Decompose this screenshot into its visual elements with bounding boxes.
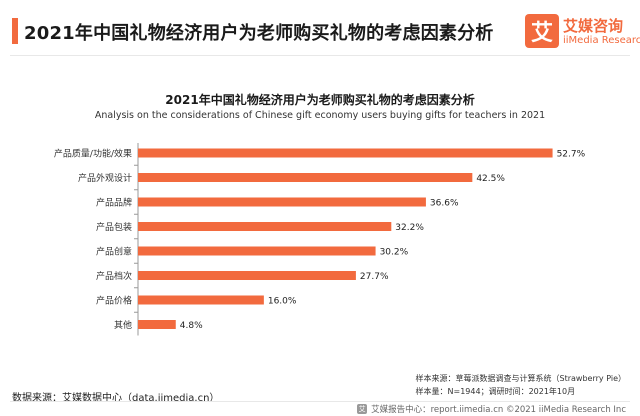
- bar: [138, 222, 392, 231]
- footer-logo-icon: 艾: [357, 404, 368, 414]
- value-label: 30.2%: [380, 248, 409, 258]
- page-title: 2021年中国礼物经济用户为老师购买礼物的考虑因素分析: [24, 23, 494, 44]
- title-accent-bar: [12, 18, 18, 44]
- value-label: 52.7%: [557, 150, 586, 160]
- category-label: 产品档次: [96, 270, 132, 282]
- header: 2021年中国礼物经济用户为老师购买礼物的考虑因素分析 艾 艾媒咨询 iiMed…: [0, 0, 640, 56]
- value-label: 27.7%: [360, 272, 389, 282]
- value-label: 16.0%: [268, 297, 297, 307]
- value-label: 36.6%: [430, 199, 459, 209]
- bar: [138, 197, 426, 207]
- category-label: 产品包装: [96, 221, 132, 233]
- value-label: 42.5%: [476, 174, 505, 184]
- sample-source: 样本来源：草莓派数据调查与计算系统（Strawberry Pie）: [415, 374, 626, 383]
- bar: [138, 320, 176, 329]
- sample-info: 样本来源：草莓派数据调查与计算系统（Strawberry Pie） 样本量：N=…: [416, 372, 626, 398]
- iimedia-logo: 艾 艾媒咨询 iiMedia Research: [525, 14, 640, 50]
- copyright-text: 艾媒报告中心：report.iimedia.cn ©2021 iiMedia R…: [371, 405, 626, 415]
- category-label: 产品外观设计: [78, 172, 132, 184]
- value-label: 32.2%: [395, 223, 424, 233]
- category-label: 产品质量/功能/效果: [54, 148, 132, 160]
- value-label: 4.8%: [180, 321, 203, 331]
- category-label: 其他: [114, 319, 132, 331]
- bar: [138, 246, 376, 256]
- category-label: 产品价格: [96, 295, 132, 307]
- logo-mark-icon: 艾: [525, 14, 559, 48]
- bar: [138, 271, 356, 280]
- sample-size: 样本量：N=1944；调研时间：2021年10月: [415, 387, 576, 396]
- chart-subtitle: Analysis on the considerations of Chines…: [94, 110, 546, 121]
- bar: [138, 295, 264, 305]
- copyright-line: 艾 艾媒报告中心：report.iimedia.cn ©2021 iiMedia…: [357, 403, 626, 415]
- logo-name-en: iiMedia Research: [563, 35, 640, 46]
- footer-divider: [10, 401, 630, 402]
- bar: [138, 173, 473, 182]
- logo-name-cn: 艾媒咨询: [563, 17, 624, 35]
- bar: [138, 148, 553, 158]
- header-divider: [10, 55, 630, 56]
- data-source: 数据来源：艾媒数据中心（data.iimedia.cn）: [12, 393, 220, 404]
- category-label: 产品品牌: [96, 197, 132, 209]
- category-label: 产品创意: [96, 246, 132, 258]
- chart-title: 2021年中国礼物经济用户为老师购买礼物的考虑因素分析: [165, 93, 475, 107]
